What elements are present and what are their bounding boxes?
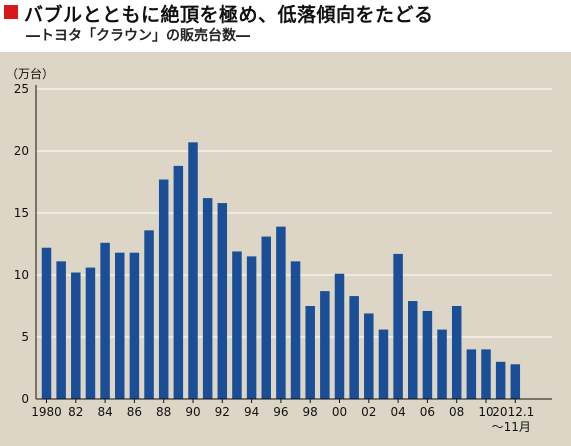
x-tick-label: 88: [156, 405, 171, 419]
bar-2012.1～11月: [510, 364, 521, 399]
chart-subtitle: ―トヨタ「クラウン」の販売台数―: [26, 28, 250, 44]
bar-1986: [129, 252, 140, 399]
bar-1988: [158, 179, 169, 399]
x-tick-label: 94: [244, 405, 259, 419]
bar-2011: [495, 361, 506, 399]
bar-1992: [217, 203, 228, 399]
bar-1995: [261, 236, 271, 399]
bar-1999: [320, 291, 330, 399]
x-tick-label: 2012.1: [492, 405, 534, 419]
x-tick-label: 92: [215, 405, 230, 419]
x-tick-label: 04: [390, 405, 405, 419]
x-tick-label: 10: [478, 405, 493, 419]
bar-1993: [232, 251, 242, 399]
bar-1997: [290, 261, 301, 399]
bar-2008: [451, 306, 462, 399]
bar-1982: [71, 272, 81, 399]
x-tick-label: 82: [68, 405, 83, 419]
x-tick-label-sub: ～11月: [492, 420, 531, 434]
bar-2010: [481, 349, 491, 399]
x-tick-label: 98: [303, 405, 318, 419]
x-tick-label: 1980: [31, 405, 62, 419]
y-tick-label: 15: [14, 206, 29, 220]
y-tick-label: 5: [21, 330, 29, 344]
bar-2002: [364, 313, 374, 399]
bar-1996: [276, 226, 286, 399]
bar-1990: [188, 142, 198, 399]
bar-2006: [422, 310, 433, 399]
x-tick-label: 86: [127, 405, 142, 419]
y-tick-label: 20: [14, 144, 29, 158]
bar-1994: [246, 256, 257, 399]
x-tick-label: 02: [361, 405, 376, 419]
title-bar: バブルとともに絶頂を極め、低落傾向をたどる ―トヨタ「クラウン」の販売台数―: [0, 0, 571, 48]
bar-1984: [100, 242, 110, 399]
bar-2000: [334, 273, 345, 399]
y-tick-label: 25: [14, 82, 29, 96]
y-tick-label: 0: [21, 392, 29, 406]
bar-1980: [41, 247, 52, 399]
bar-1998: [305, 306, 315, 399]
bar-1985: [115, 252, 125, 399]
chart-title: バブルとともに絶頂を極め、低落傾向をたどる: [24, 4, 434, 26]
chart-panel: （万台） 0 5 10 15 20 25 1980 82 84 86 88 90 92 94 96 98 00 0…: [0, 52, 571, 446]
unit-label: （万台）: [6, 66, 54, 81]
title-marker: [4, 5, 18, 19]
bar-1991: [202, 198, 213, 399]
bar-2005: [408, 301, 418, 399]
bar-2001: [349, 296, 359, 399]
bar-2007: [437, 329, 447, 399]
x-tick-label: 08: [449, 405, 464, 419]
y-tick-label: 10: [14, 268, 29, 282]
bar-1981: [56, 261, 66, 399]
bar-2009: [466, 349, 477, 399]
bar-2004: [393, 253, 403, 399]
x-tick-label: 90: [185, 405, 200, 419]
bar-1987: [144, 230, 154, 399]
x-tick-label: 06: [420, 405, 435, 419]
bar-2003: [378, 329, 389, 399]
x-tick-label: 00: [332, 405, 347, 419]
x-tick-label: 96: [273, 405, 288, 419]
bar-chart: （万台） 0 5 10 15 20 25 1980 82 84 86 88 90 92 94 96 98 00 0…: [6, 66, 552, 434]
x-tick-label: 84: [97, 405, 112, 419]
bar-1989: [173, 165, 184, 399]
bar-1983: [85, 267, 96, 399]
